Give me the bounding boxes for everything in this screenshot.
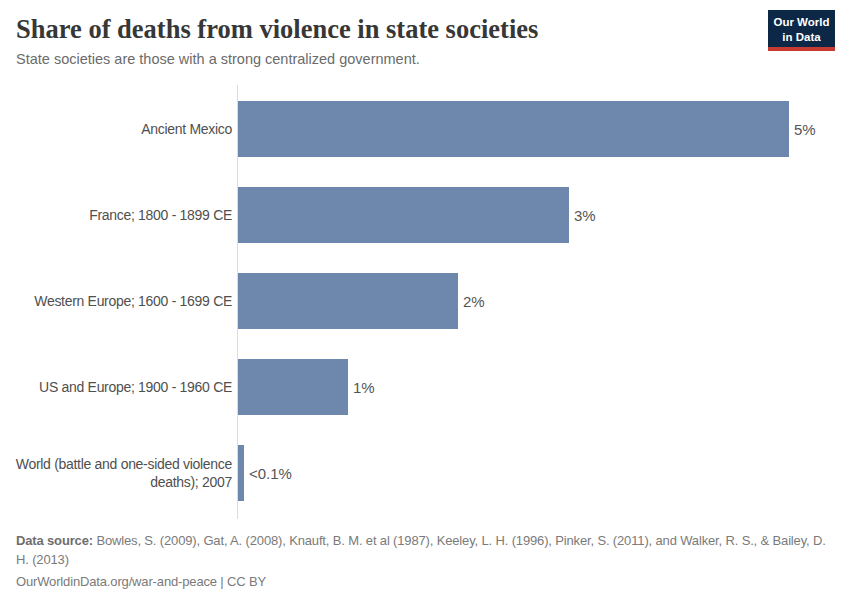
category-label: US and Europe; 1900 - 1960 CE xyxy=(0,359,232,415)
chart-page: Share of deaths from violence in state s… xyxy=(0,0,850,600)
value-label: 1% xyxy=(353,359,375,415)
owid-logo[interactable]: Our World in Data xyxy=(768,10,835,51)
chart-footer: Data source: Bowles, S. (2009), Gat, A. … xyxy=(16,531,834,591)
bar[interactable] xyxy=(238,101,789,157)
bar-row: US and Europe; 1900 - 1960 CE 1% xyxy=(0,359,850,415)
bar[interactable] xyxy=(238,445,244,501)
value-label: <0.1% xyxy=(249,445,292,501)
bar[interactable] xyxy=(238,187,569,243)
bar-row: Western Europe; 1600 - 1699 CE 2% xyxy=(0,273,850,329)
bar[interactable] xyxy=(238,273,458,329)
value-label: 3% xyxy=(574,187,596,243)
category-label: France; 1800 - 1899 CE xyxy=(0,187,232,243)
chart-title: Share of deaths from violence in state s… xyxy=(16,14,538,45)
value-label: 5% xyxy=(794,101,816,157)
footer-link[interactable]: OurWorldinData.org/war-and-peace | CC BY xyxy=(16,572,834,591)
bar-row: France; 1800 - 1899 CE 3% xyxy=(0,187,850,243)
bar[interactable] xyxy=(238,359,348,415)
category-label: Ancient Mexico xyxy=(0,101,232,157)
bar-row: Ancient Mexico 5% xyxy=(0,101,850,157)
chart-subtitle: State societies are those with a strong … xyxy=(16,51,420,67)
data-source-label: Data source: xyxy=(16,533,93,548)
value-label: 2% xyxy=(463,273,485,329)
data-source-text: Bowles, S. (2009), Gat, A. (2008), Knauf… xyxy=(16,533,826,567)
bar-row: World (battle and one-sided violence dea… xyxy=(0,445,850,501)
owid-logo-line1: Our World xyxy=(768,15,835,30)
data-source-note: Data source: Bowles, S. (2009), Gat, A. … xyxy=(16,531,834,569)
owid-logo-line2: in Data xyxy=(768,30,835,45)
category-label: World (battle and one-sided violence dea… xyxy=(0,445,232,501)
category-label: Western Europe; 1600 - 1699 CE xyxy=(0,273,232,329)
owid-logo-stripe xyxy=(768,47,835,51)
owid-logo-box: Our World in Data xyxy=(768,10,835,47)
